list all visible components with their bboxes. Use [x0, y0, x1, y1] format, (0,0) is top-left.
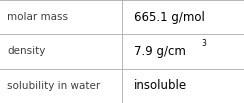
Text: 3: 3	[201, 39, 206, 48]
Text: 7.9 g/cm: 7.9 g/cm	[134, 45, 186, 58]
Text: solubility in water: solubility in water	[7, 81, 101, 91]
Text: 665.1 g/mol: 665.1 g/mol	[134, 11, 205, 24]
Text: molar mass: molar mass	[7, 12, 68, 22]
Text: insoluble: insoluble	[134, 79, 187, 92]
Text: density: density	[7, 46, 46, 57]
